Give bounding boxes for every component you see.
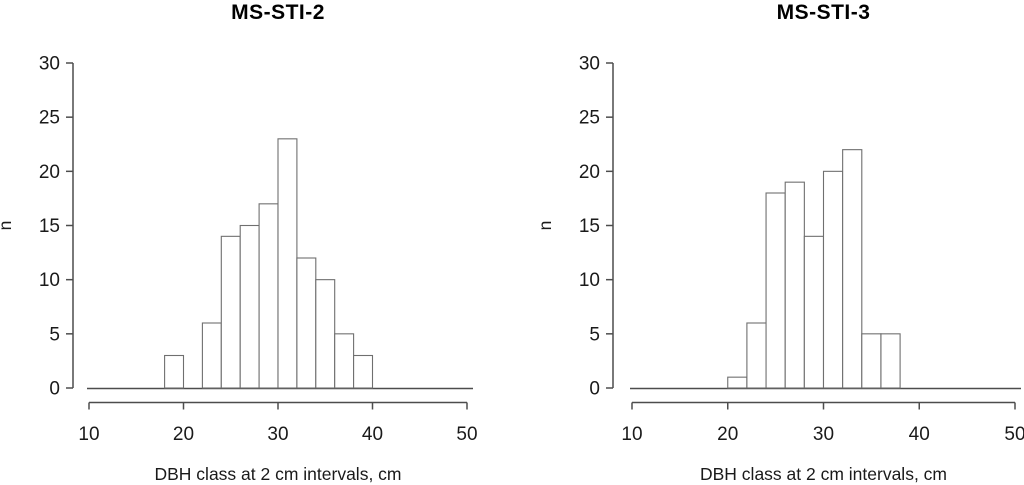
y-tick-label: 5 (589, 324, 600, 345)
chart-title: MS-STI-3 (777, 1, 871, 24)
histogram-bar (727, 376, 748, 389)
y-tick-label: 10 (579, 270, 600, 291)
y-tick-label: 15 (579, 216, 600, 237)
x-tick-label: 20 (173, 424, 194, 445)
x-tick-label: 40 (909, 424, 930, 445)
x-tick-label: 30 (813, 424, 834, 445)
histogram-bar (746, 322, 767, 389)
y-axis-label: n (535, 221, 555, 231)
histogram-ms-sti-3: MS-STI-3 n 0 5 10 15 20 25 30 10 20 30 40 50 DBH cl… (512, 0, 1024, 485)
y-tick-label: 5 (49, 324, 60, 345)
axes: 0 5 10 15 20 25 30 10 20 30 40 50 (39, 54, 478, 446)
y-tick-label: 20 (579, 162, 600, 183)
y-tick-label: 0 (589, 379, 600, 400)
y-axis-label: n (0, 221, 15, 231)
histogram-bar (296, 257, 317, 389)
histogram-bar (277, 138, 298, 389)
bars (727, 149, 901, 389)
histogram-bar (803, 235, 825, 389)
chart-title: MS-STI-2 (231, 1, 325, 24)
histogram-bar (880, 333, 901, 389)
histogram-bar (164, 354, 185, 389)
x-tick-label: 10 (78, 424, 99, 445)
x-tick-label: 10 (621, 424, 642, 445)
histogram-bar (861, 333, 882, 389)
histogram-ms-sti-2: MS-STI-2 n 0 5 10 15 20 25 30 10 20 30 40 50 DBH cl… (0, 1, 478, 484)
x-axis-label: DBH class at 2 cm intervals, cm (700, 464, 947, 484)
x-tick-label: 50 (1004, 424, 1024, 445)
histogram-bar (201, 322, 222, 389)
histogram-bar (220, 235, 241, 389)
x-tick-label: 50 (456, 424, 477, 445)
y-tick-label: 25 (39, 108, 60, 129)
x-axis-label: DBH class at 2 cm intervals, cm (155, 464, 402, 484)
histogram-bar (353, 354, 374, 389)
y-tick-label: 10 (39, 270, 60, 291)
histogram-bar (239, 224, 260, 389)
histogram-bar (784, 181, 805, 389)
bars (164, 138, 374, 389)
histogram-bar (822, 170, 844, 389)
histogram-plot-right: MS-STI-3 n 0 5 10 15 20 25 30 10 20 30 40 50 DBH cl… (535, 1, 1024, 484)
histogram-bar (842, 149, 863, 389)
histogram-bar (258, 203, 279, 389)
histogram-bar (765, 192, 786, 389)
y-tick-label: 15 (39, 216, 60, 237)
y-tick-label: 0 (49, 379, 60, 400)
y-tick-label: 20 (39, 162, 60, 183)
y-tick-label: 30 (39, 54, 60, 75)
x-tick-label: 40 (362, 424, 383, 445)
histogram-bar (315, 279, 336, 389)
y-tick-label: 25 (579, 108, 600, 129)
x-tick-label: 30 (267, 424, 288, 445)
y-tick-label: 30 (579, 54, 600, 75)
histogram-bar (334, 333, 355, 389)
x-tick-label: 20 (717, 424, 738, 445)
histogram-plot-left: MS-STI-2 n 0 5 10 15 20 25 30 10 20 30 40 50 DBH cl… (0, 1, 478, 484)
